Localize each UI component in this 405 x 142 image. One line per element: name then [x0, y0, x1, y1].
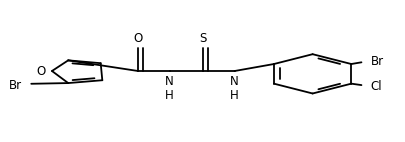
Text: N: N — [230, 75, 239, 88]
Text: S: S — [199, 32, 206, 45]
Text: Br: Br — [9, 79, 22, 92]
Text: H: H — [165, 89, 174, 102]
Text: Cl: Cl — [370, 80, 382, 93]
Text: O: O — [133, 32, 142, 45]
Text: H: H — [230, 89, 239, 102]
Text: N: N — [165, 75, 174, 88]
Text: O: O — [36, 64, 45, 78]
Text: Br: Br — [370, 55, 383, 68]
